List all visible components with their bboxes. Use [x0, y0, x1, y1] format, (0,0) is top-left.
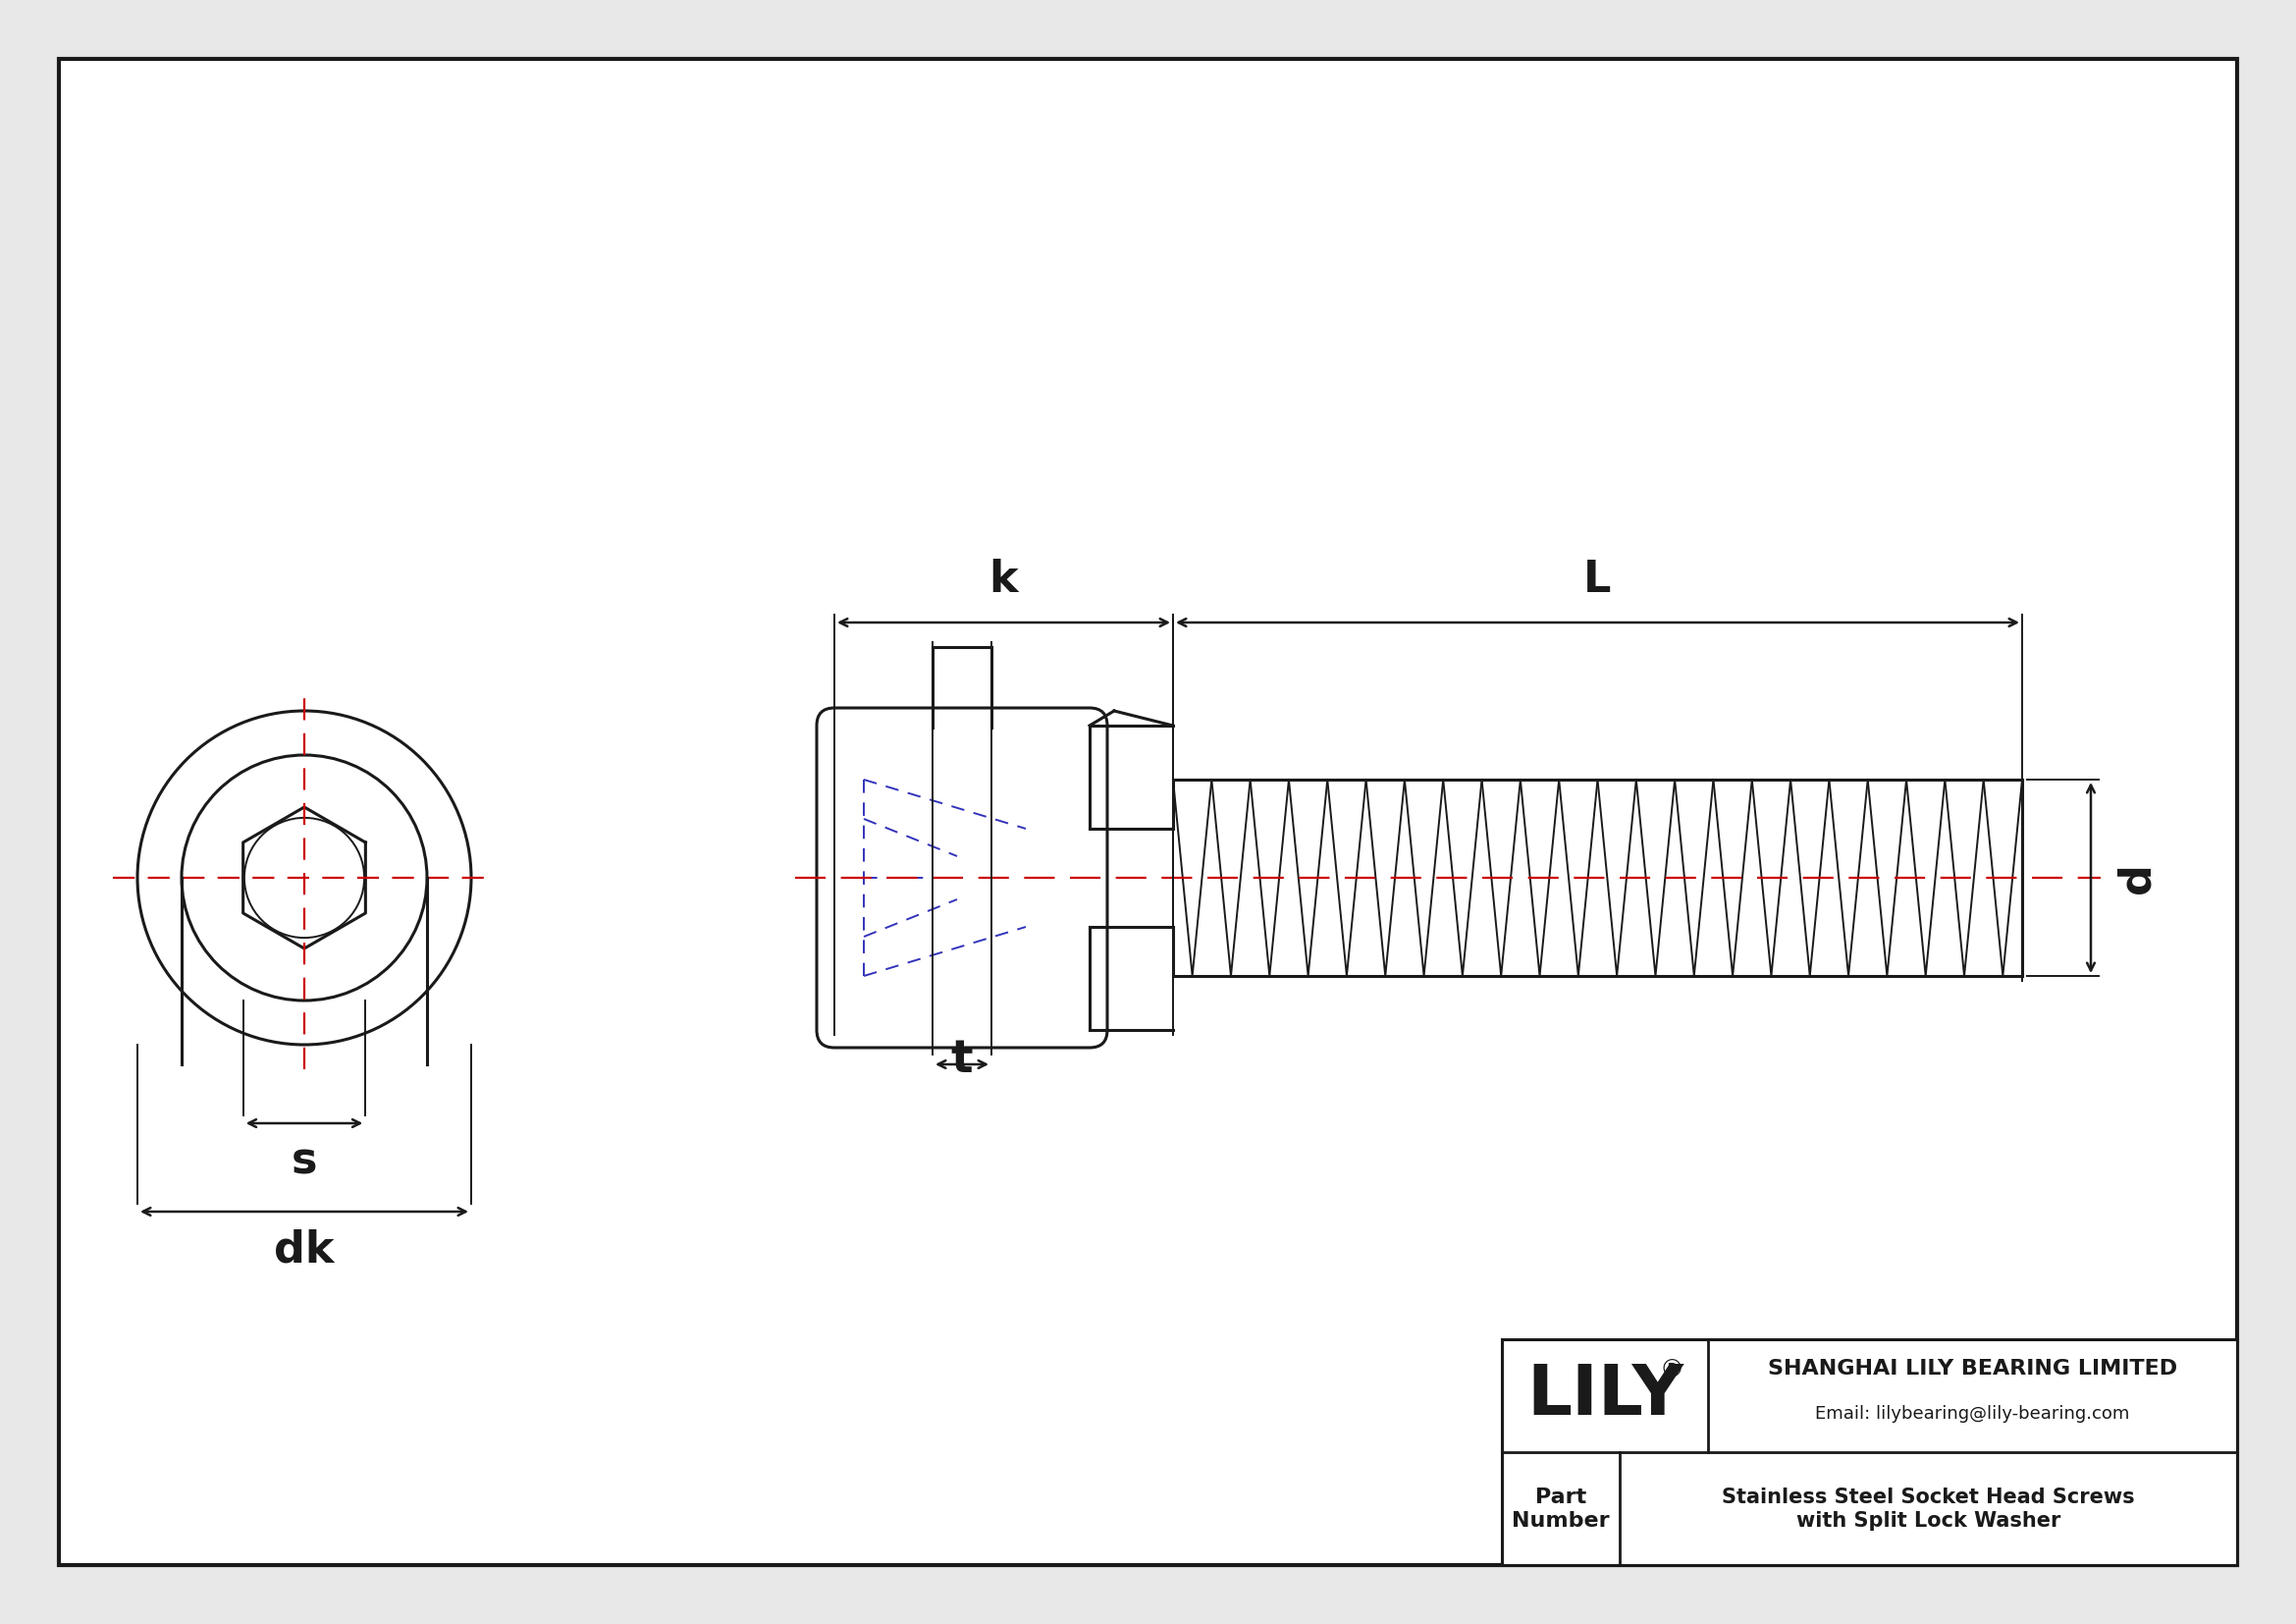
Text: t: t: [951, 1038, 974, 1082]
Text: Part
Number: Part Number: [1511, 1488, 1609, 1530]
Text: Stainless Steel Socket Head Screws
with Split Lock Washer: Stainless Steel Socket Head Screws with …: [1722, 1488, 2135, 1530]
Text: d: d: [2115, 862, 2158, 893]
Text: s: s: [292, 1142, 317, 1184]
Text: L: L: [1584, 559, 1612, 601]
Text: ®: ®: [1660, 1358, 1683, 1382]
Text: LILY: LILY: [1527, 1363, 1683, 1429]
Text: Email: lilybearing@lily-bearing.com: Email: lilybearing@lily-bearing.com: [1816, 1405, 2131, 1423]
Text: SHANGHAI LILY BEARING LIMITED: SHANGHAI LILY BEARING LIMITED: [1768, 1359, 2177, 1379]
Bar: [1502, 1340, 2236, 1566]
Text: dk: dk: [273, 1229, 335, 1272]
Text: k: k: [990, 559, 1017, 601]
